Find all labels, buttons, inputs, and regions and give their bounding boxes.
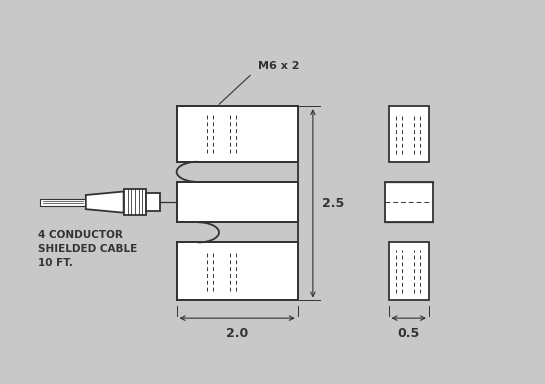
Text: 4 CONDUCTOR
SHIELDED CABLE
10 FT.: 4 CONDUCTOR SHIELDED CABLE 10 FT. (38, 230, 137, 268)
Bar (177, 242, 298, 301)
Text: 2.0: 2.0 (226, 327, 249, 340)
Bar (177, 106, 298, 162)
Bar (177, 182, 298, 222)
Bar (124, 189, 147, 215)
Bar (385, 182, 433, 222)
Text: 2.5: 2.5 (322, 197, 344, 210)
Text: 0.5: 0.5 (398, 327, 420, 340)
Text: M6 x 2: M6 x 2 (258, 61, 300, 71)
Bar (389, 106, 429, 162)
Bar (389, 242, 429, 301)
Bar (40, 199, 86, 205)
Polygon shape (86, 192, 124, 213)
Bar (147, 193, 160, 211)
